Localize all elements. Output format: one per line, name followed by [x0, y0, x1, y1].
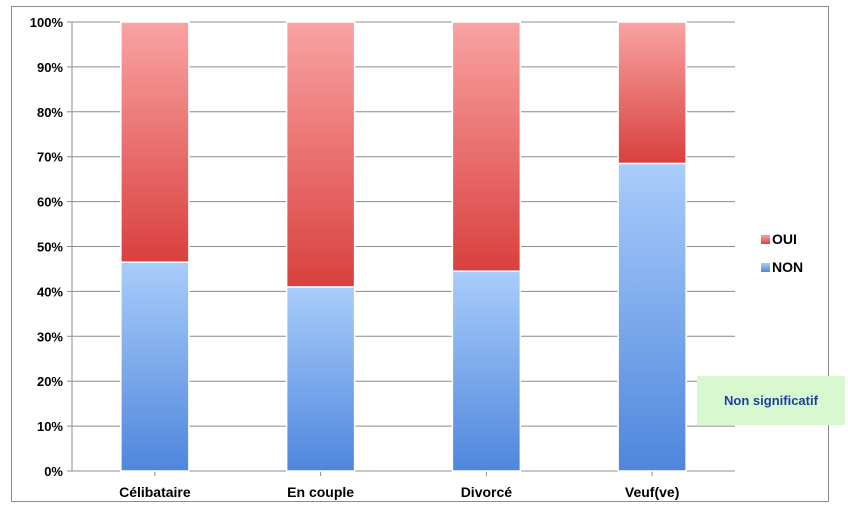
y-tick-label: 80%	[37, 105, 63, 120]
legend-swatch-oui	[761, 235, 770, 244]
legend-label-non: NON	[772, 259, 803, 275]
bar-non	[451, 270, 522, 472]
x-category-label: Célibataire	[119, 484, 191, 500]
x-axis-category-labels: Célibataire En couple Divorcé Veuf(ve)	[119, 484, 679, 500]
bar-non	[617, 162, 687, 472]
y-tick-label: 10%	[37, 419, 63, 434]
legend-label-oui: OUI	[772, 231, 797, 247]
bar-oui	[285, 21, 356, 288]
legend: OUI NON	[761, 231, 803, 275]
bar-oui	[120, 21, 190, 263]
bars	[120, 21, 687, 472]
y-tick-label: 50%	[37, 240, 63, 255]
x-category-label: Veuf(ve)	[625, 484, 679, 500]
bar-non	[120, 261, 190, 472]
note-text: Non significatif	[724, 393, 818, 408]
x-category-label: Divorcé	[461, 484, 513, 500]
bar-non	[285, 286, 356, 472]
y-tick-label: 90%	[37, 60, 63, 75]
y-tick-label: 20%	[37, 374, 63, 389]
y-tick-label: 40%	[37, 284, 63, 299]
chart-frame	[11, 6, 829, 502]
y-tick-label: 100%	[30, 15, 64, 30]
bar-oui	[451, 21, 522, 272]
y-tick-label: 0%	[44, 464, 63, 479]
x-category-label: En couple	[287, 484, 354, 500]
y-tick-label: 60%	[37, 195, 63, 210]
y-tick-label: 70%	[37, 150, 63, 165]
note-box: Non significatif	[697, 376, 845, 425]
y-tick-label: 30%	[37, 329, 63, 344]
y-axis-tick-labels: 0% 10% 20% 30% 40% 50% 60% 70% 80% 90% 100%	[30, 15, 64, 479]
legend-swatch-non	[761, 263, 770, 272]
bar-oui	[617, 21, 687, 165]
